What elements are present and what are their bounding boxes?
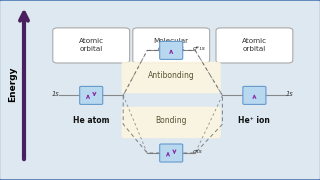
Text: He⁺ ion: He⁺ ion: [238, 116, 270, 125]
FancyBboxPatch shape: [53, 28, 130, 63]
Text: Antibonding: Antibonding: [148, 71, 195, 80]
FancyBboxPatch shape: [160, 41, 183, 59]
FancyBboxPatch shape: [216, 28, 293, 63]
Text: Bonding: Bonding: [156, 116, 187, 125]
FancyBboxPatch shape: [80, 86, 103, 104]
Text: Molecular
orbitals: Molecular orbitals: [154, 38, 189, 52]
Text: 1s: 1s: [52, 91, 60, 98]
Text: Energy: Energy: [8, 67, 17, 102]
Text: Atomic
orbital: Atomic orbital: [79, 38, 104, 52]
FancyBboxPatch shape: [133, 28, 210, 63]
FancyBboxPatch shape: [160, 144, 183, 162]
Text: σ*₁s: σ*₁s: [193, 46, 206, 51]
FancyBboxPatch shape: [122, 62, 221, 93]
Text: Atomic
orbital: Atomic orbital: [242, 38, 267, 52]
Text: 1s: 1s: [286, 91, 293, 98]
Text: He atom: He atom: [73, 116, 109, 125]
FancyBboxPatch shape: [122, 107, 221, 138]
Text: σ₁s: σ₁s: [193, 149, 203, 154]
FancyBboxPatch shape: [243, 86, 266, 104]
